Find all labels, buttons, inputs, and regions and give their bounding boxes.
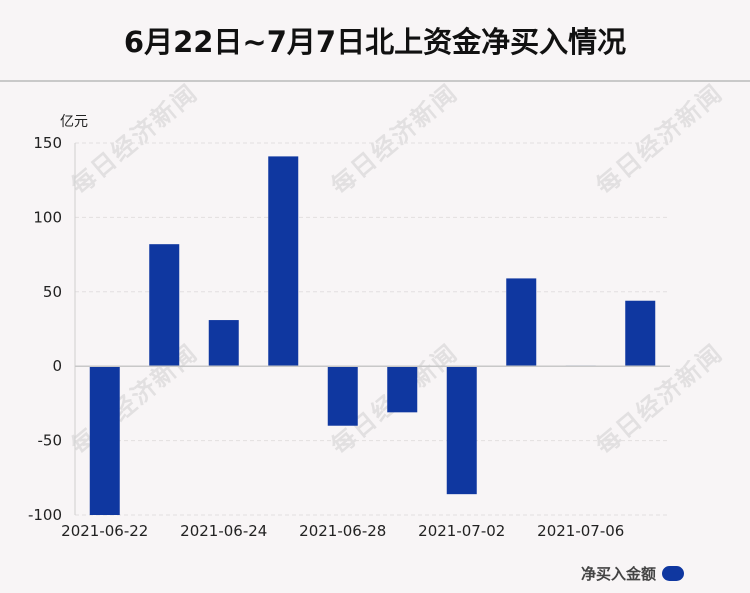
x-tick-label: 2021-06-28 [299,522,386,540]
y-tick-label: 100 [33,208,62,226]
bar [89,366,120,515]
legend-swatch [662,566,684,581]
bar [387,366,418,413]
bar [268,156,299,367]
legend-label: 净买入金额 [580,565,656,583]
y-tick-label: -50 [38,432,63,450]
y-tick-label: 50 [43,283,62,301]
y-tick-label: -100 [28,506,62,524]
chart-title: 6月22日~7月7日北上资金净买入情况 [123,25,627,59]
bar [506,278,537,367]
bar [149,244,180,367]
bar [327,366,358,426]
bar [208,320,239,367]
x-tick-label: 2021-07-02 [418,522,505,540]
y-tick-label: 150 [33,134,62,152]
x-tick-label: 2021-06-24 [180,522,267,540]
y-tick-label: 0 [52,357,62,375]
x-tick-label: 2021-07-06 [537,522,624,540]
title-divider [0,80,750,82]
bar [446,366,477,495]
legend: 净买入金额 [581,563,684,584]
y-axis-unit: 亿元 [60,114,88,130]
x-tick-label: 2021-06-22 [61,522,148,540]
bar [625,300,656,367]
